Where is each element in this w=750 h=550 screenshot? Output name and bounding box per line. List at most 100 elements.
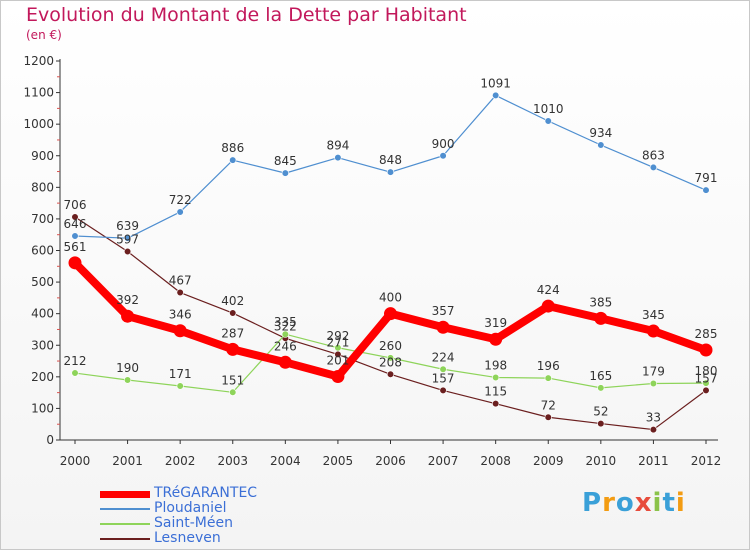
- y-tick-label: 100: [31, 401, 54, 415]
- data-point: [229, 309, 237, 317]
- data-point: [492, 373, 500, 382]
- data-point: [436, 320, 450, 334]
- logo-letter: P: [582, 488, 603, 518]
- data-labels: 561 392 346 287 246 201 400 357 319 424 385 345 285 6…: [64, 76, 718, 424]
- legend-label: TRéGARANTEC: [154, 485, 258, 501]
- data-label: 886: [221, 141, 244, 155]
- data-label: 208: [379, 355, 402, 369]
- data-label: 198: [484, 358, 507, 372]
- axes: 0 100 200 300 400 500 600 700 800 900 1000 1100 1200…: [23, 54, 721, 468]
- data-point: [123, 234, 132, 242]
- data-point: [281, 330, 289, 338]
- data-label: 1091: [480, 76, 511, 90]
- y-tick-label: 700: [31, 212, 54, 226]
- data-point: [123, 247, 132, 256]
- data-label: 424: [537, 283, 560, 297]
- data-label: 385: [589, 295, 612, 309]
- y-tick-label: 1200: [23, 54, 54, 68]
- data-point: [229, 156, 237, 164]
- data-point: [699, 343, 713, 357]
- data-label: 346: [169, 308, 192, 322]
- data-point: [176, 288, 184, 297]
- data-point: [544, 413, 552, 421]
- data-point: [71, 232, 79, 240]
- data-label: 848: [379, 153, 402, 167]
- data-label: 151: [221, 373, 244, 387]
- data-point: [702, 186, 710, 194]
- data-point: [229, 388, 237, 396]
- y-tick-label: 1100: [23, 86, 54, 100]
- data-label: 402: [221, 294, 244, 308]
- legend-label: Ploudaniel: [154, 500, 227, 516]
- data-label: 246: [274, 339, 297, 353]
- data-label: 157: [695, 371, 718, 385]
- data-point: [173, 324, 187, 338]
- data-point: [597, 384, 605, 392]
- data-label: 201: [326, 354, 349, 368]
- y-tick-label: 600: [31, 244, 54, 258]
- data-point: [594, 311, 608, 325]
- data-point: [649, 379, 658, 388]
- data-label: 597: [116, 232, 139, 246]
- data-point: [334, 154, 342, 162]
- data-label: 179: [642, 364, 665, 378]
- data-point: [597, 419, 605, 428]
- data-label: 260: [379, 339, 402, 353]
- data-point: [121, 309, 135, 323]
- y-tick-label: 400: [31, 307, 54, 321]
- data-label: 722: [169, 193, 192, 207]
- data-point: [702, 379, 710, 387]
- logo-letter: x: [634, 488, 653, 518]
- data-label: 845: [274, 154, 297, 168]
- x-tick-label: 2000: [60, 454, 91, 468]
- x-tick-label: 2003: [217, 454, 248, 468]
- data-point: [649, 163, 658, 172]
- data-point: [331, 370, 345, 384]
- legend-swatch: [100, 490, 150, 498]
- data-point: [492, 400, 500, 408]
- data-point: [649, 425, 658, 434]
- x-tick-label: 2001: [112, 454, 143, 468]
- data-point: [278, 355, 292, 369]
- y-tick-label: 1000: [23, 117, 54, 131]
- data-label: 706: [64, 198, 87, 212]
- data-point: [226, 342, 240, 356]
- legend-swatch: [100, 538, 150, 540]
- data-label: 345: [642, 308, 665, 322]
- data-point: [439, 365, 447, 373]
- data-label: 171: [169, 367, 192, 381]
- x-tick-label: 2008: [480, 454, 511, 468]
- data-point: [597, 141, 605, 149]
- data-label: 467: [169, 274, 192, 288]
- x-tick-label: 2011: [638, 454, 669, 468]
- logo-letter: r: [602, 488, 616, 518]
- data-label: 292: [326, 329, 349, 343]
- data-label: 322: [274, 319, 297, 333]
- data-point: [541, 299, 555, 313]
- chart-unit: (en €): [26, 28, 62, 42]
- series-layer: [68, 91, 713, 434]
- data-label: 1010: [533, 102, 564, 116]
- data-point: [68, 256, 82, 270]
- proxiti-logo: Proxiti: [582, 488, 686, 518]
- data-point: [439, 386, 447, 395]
- data-point: [544, 117, 552, 125]
- x-tick-label: 2010: [586, 454, 617, 468]
- data-label: 196: [537, 359, 560, 373]
- data-label: 165: [589, 369, 612, 383]
- y-tick-label: 900: [31, 149, 54, 163]
- data-label: 357: [432, 304, 455, 318]
- x-tick-label: 2004: [270, 454, 301, 468]
- data-label: 115: [484, 385, 507, 399]
- data-label: 894: [326, 139, 349, 153]
- data-label: 33: [646, 411, 661, 425]
- legend-swatch: [100, 523, 150, 525]
- data-label: 646: [64, 217, 87, 231]
- legend-swatch: [100, 508, 150, 510]
- data-label: 934: [589, 126, 612, 140]
- data-label: 335: [274, 315, 297, 329]
- legend-label: Saint-Méen: [154, 515, 233, 531]
- data-label: 72: [541, 398, 556, 412]
- data-label: 190: [116, 361, 139, 375]
